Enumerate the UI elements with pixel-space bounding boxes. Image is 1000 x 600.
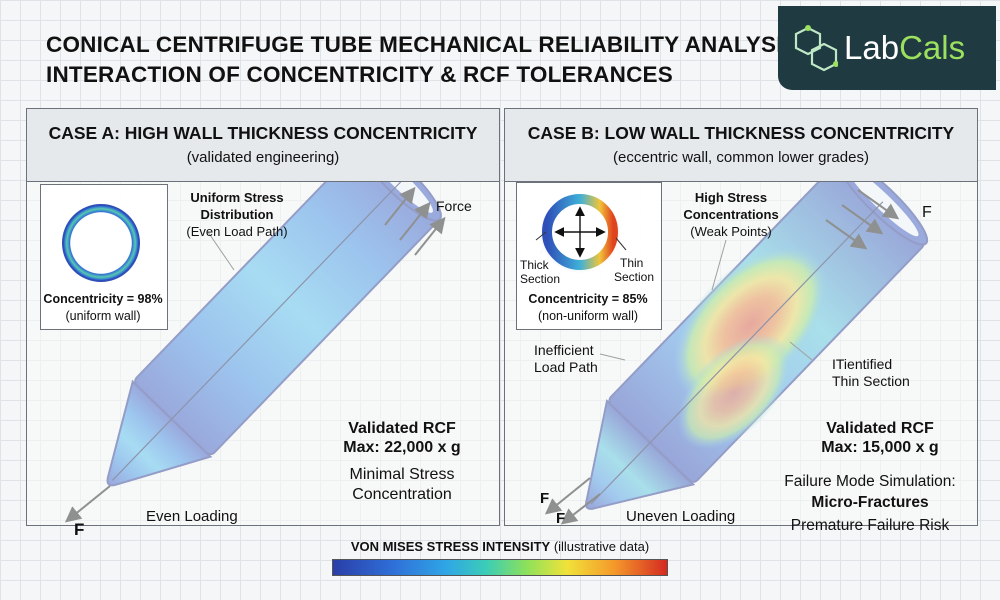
case-a-concentricity: Concentricity = 98% <box>43 292 163 306</box>
legend-label: VON MISES STRESS INTENSITY (illustrative… <box>330 539 670 554</box>
case-b-callout-line-3: (Weak Points) <box>690 224 772 239</box>
case-b-thick-line-1: Thick <box>520 258 549 272</box>
page-title: CONICAL CENTRIFUGE TUBE MECHANICAL RELIA… <box>46 30 806 90</box>
brand-name-cals: Cals <box>899 29 966 66</box>
case-a-callout-line-3: (Even Load Path) <box>186 224 288 239</box>
case-a-note-line-1: Minimal Stress <box>349 466 455 483</box>
case-a-rcf-max: Max: 22,000 x g <box>343 439 461 456</box>
case-b-f-label-top: F <box>922 204 932 221</box>
case-a-force-label: Force <box>436 198 472 214</box>
case-b-wall-note: (non-uniform wall) <box>537 309 639 323</box>
case-b-thick-line-2: Section <box>520 272 561 286</box>
case-b-thin-line-2: Section <box>614 270 655 284</box>
case-a-title: CASE A: HIGH WALL THICKNESS CONCENTRICIT… <box>48 123 478 143</box>
case-b-ring-icon <box>535 194 627 270</box>
case-a-note-line-2: Concentration <box>352 486 452 503</box>
stress-legend: VON MISES STRESS INTENSITY (illustrative… <box>330 535 670 581</box>
case-a-callout-line-1: Uniform Stress <box>190 190 284 205</box>
case-a-header: CASE A: HIGH WALL THICKNESS CONCENTRICIT… <box>27 109 499 182</box>
case-a-loading: Even Loading <box>146 508 238 525</box>
case-b-loading: Uneven Loading <box>626 508 736 525</box>
page-title-line-2: INTERACTION OF CONCENTRICITY & RCF TOLER… <box>46 62 673 87</box>
case-b-identified-line-2: Thin Section <box>832 373 910 389</box>
molecule-icon <box>794 25 838 72</box>
brand-name: LabCals <box>844 28 965 68</box>
case-a-rcf-heading: Validated RCF <box>348 420 456 437</box>
legend-label-bold: VON MISES STRESS INTENSITY <box>350 539 551 554</box>
case-a-wall-note: (uniform wall) <box>65 309 141 323</box>
case-b-callout-line-2: Concentrations <box>683 207 779 222</box>
case-b-failure-line-3: Premature Failure Risk <box>790 517 950 534</box>
case-a-subtitle: (validated engineering) <box>186 149 340 166</box>
case-b-subtitle: (eccentric wall, common lower grades) <box>613 149 869 166</box>
case-b-failure-line-2: Micro-Fractures <box>811 494 929 511</box>
case-b-identified-line-1: ITientified <box>832 356 893 372</box>
legend-color-bar <box>332 559 668 576</box>
case-b-f-label-bottom-1: F <box>540 490 550 507</box>
case-b-f-label-bottom-2: F <box>556 510 566 527</box>
case-b-rcf-max: Max: 15,000 x g <box>821 439 939 456</box>
case-a-f-label: F <box>74 520 85 539</box>
case-b-inefficient-line-1: Inefficient <box>534 342 594 358</box>
case-b-failure-line-1: Failure Mode Simulation: <box>784 473 956 490</box>
case-b-thin-line-1: Thin <box>620 256 644 270</box>
brand-name-lab: Lab <box>844 29 900 66</box>
case-b-title: CASE B: LOW WALL THICKNESS CONCENTRICITY <box>527 123 955 143</box>
case-a-callout-line-2: Distribution <box>200 207 274 222</box>
case-b-rcf-heading: Validated RCF <box>826 420 934 437</box>
case-b-panel: CASE B: LOW WALL THICKNESS CONCENTRICITY… <box>504 108 978 526</box>
legend-label-note: (illustrative data) <box>553 539 650 554</box>
case-b-concentricity: Concentricity = 85% <box>528 292 648 306</box>
case-b-callout-line-1: High Stress <box>694 190 768 205</box>
case-b-inefficient-line-2: Load Path <box>534 359 598 375</box>
page-title-line-1: CONICAL CENTRIFUGE TUBE MECHANICAL RELIA… <box>46 32 806 57</box>
brand-logo: LabCals <box>778 6 996 90</box>
case-a-ring-icon <box>62 204 140 282</box>
case-b-header: CASE B: LOW WALL THICKNESS CONCENTRICITY… <box>505 109 977 182</box>
